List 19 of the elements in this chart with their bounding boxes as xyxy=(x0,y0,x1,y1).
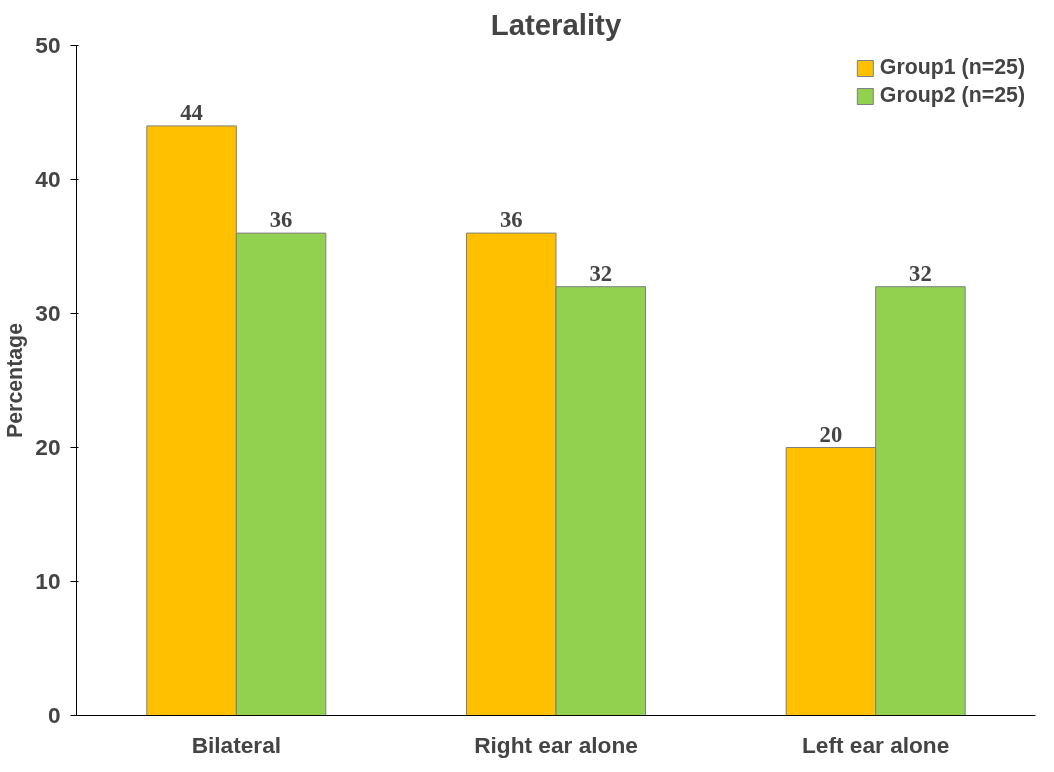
legend-label: Group2 (n=25) xyxy=(879,83,1025,108)
y-tick-label: 50 xyxy=(35,32,61,58)
chart-title: Laterality xyxy=(490,7,622,41)
data-label: 32 xyxy=(589,260,613,286)
x-tick-label: Left ear alone xyxy=(802,731,950,758)
y-tick-label: 20 xyxy=(35,434,61,460)
y-tick-label: 30 xyxy=(35,300,61,326)
x-tick-label: Right ear alone xyxy=(474,731,638,758)
data-label: 36 xyxy=(269,207,293,233)
y-tick-label: 40 xyxy=(35,166,61,192)
data-label: 32 xyxy=(909,260,932,286)
y-axis-title: Percentage xyxy=(3,322,28,438)
data-label: 44 xyxy=(180,99,203,125)
y-tick-label: 10 xyxy=(35,568,61,594)
y-tick-label: 0 xyxy=(47,702,61,728)
legend-label: Group1 (n=25) xyxy=(879,55,1025,80)
data-label: 20 xyxy=(819,421,843,447)
x-tick-label: Bilateral xyxy=(191,731,282,758)
data-label: 36 xyxy=(499,207,523,233)
